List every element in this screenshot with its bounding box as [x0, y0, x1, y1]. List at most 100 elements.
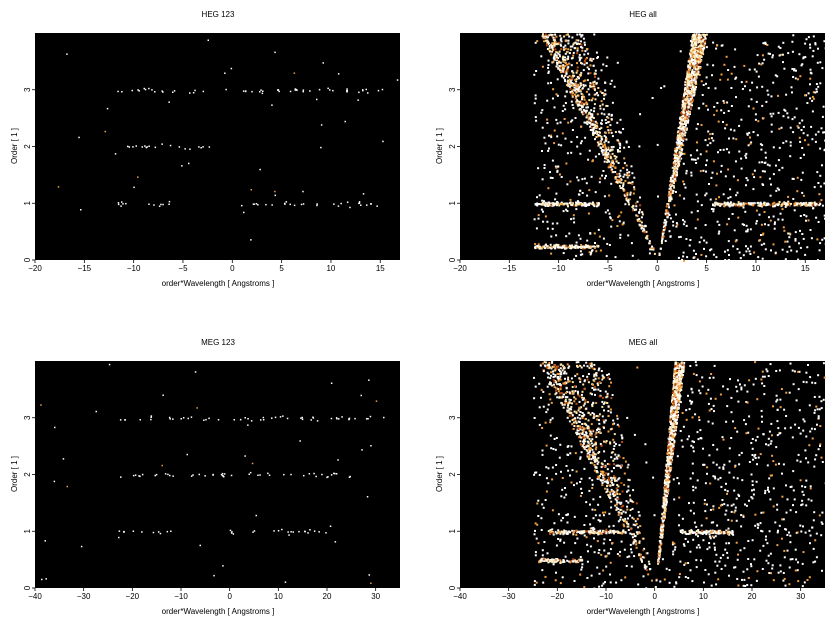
- data-pixel: [818, 408, 821, 411]
- data-pixel: [763, 242, 766, 245]
- data-pixel: [599, 473, 602, 476]
- data-pixel: [587, 212, 590, 215]
- data-pixel: [564, 59, 567, 61]
- data-pixel: [627, 485, 630, 488]
- data-pixel: [718, 466, 721, 469]
- data-pixel: [613, 85, 616, 88]
- data-pixel: [719, 204, 722, 207]
- data-pixel: [690, 529, 693, 532]
- data-pixel: [700, 38, 703, 41]
- data-pixel: [746, 390, 749, 393]
- data-pixel: [641, 556, 644, 559]
- data-pixel: [748, 203, 751, 206]
- data-pixel: [566, 210, 569, 212]
- data-pixel: [570, 140, 573, 143]
- data-pixel: [563, 202, 566, 205]
- data-pixel: [550, 235, 553, 238]
- data-pixel: [626, 416, 629, 419]
- data-pixel: [672, 478, 675, 481]
- data-pixel: [605, 149, 608, 152]
- data-pixel: [640, 216, 643, 219]
- data-pixel: [728, 542, 730, 545]
- data-pixel: [810, 201, 813, 204]
- data-pixel: [628, 173, 630, 176]
- data-pixel: [540, 557, 543, 560]
- data-pixel: [560, 495, 563, 498]
- data-pixel: [562, 406, 565, 409]
- data-pixel: [681, 412, 684, 414]
- data-pixel: [230, 474, 233, 477]
- data-pixel: [563, 541, 566, 544]
- data-pixel: [551, 42, 554, 45]
- data-pixel: [682, 108, 685, 111]
- data-pixel: [534, 116, 537, 118]
- data-pixel: [745, 245, 747, 248]
- data-pixel: [728, 151, 731, 154]
- data-pixel: [562, 76, 565, 79]
- data-pixel: [579, 100, 582, 103]
- data-pixel: [785, 528, 788, 531]
- data-pixel: [582, 69, 585, 72]
- data-pixel: [694, 61, 696, 64]
- data-pixel: [600, 135, 603, 138]
- data-pixel: [792, 383, 795, 386]
- data-pixel: [748, 415, 751, 418]
- data-pixel: [674, 546, 677, 549]
- data-pixel: [727, 69, 730, 71]
- data-pixel: [791, 91, 793, 94]
- data-pixel: [540, 388, 543, 391]
- data-pixel: [368, 574, 370, 576]
- data-pixel: [689, 97, 692, 100]
- data-pixel: [578, 59, 581, 62]
- data-pixel: [823, 237, 826, 240]
- data-pixel: [337, 459, 339, 461]
- data-pixel: [718, 560, 721, 563]
- data-pixel: [162, 203, 164, 206]
- data-pixel: [747, 105, 750, 108]
- data-pixel: [799, 524, 802, 527]
- data-pixel: [635, 543, 638, 546]
- data-pixel: [576, 200, 579, 203]
- data-pixel: [164, 473, 167, 475]
- data-pixel: [553, 438, 556, 440]
- data-pixel: [587, 550, 589, 553]
- data-pixel: [811, 437, 814, 440]
- data-pixel: [607, 116, 610, 119]
- data-pixel: [677, 164, 680, 167]
- data-pixel: [719, 476, 722, 479]
- data-pixel: [718, 223, 721, 226]
- data-pixel: [599, 495, 602, 498]
- data-pixel: [557, 52, 560, 55]
- data-pixel: [691, 104, 693, 107]
- data-pixel: [619, 150, 621, 153]
- data-pixel: [581, 62, 584, 65]
- data-pixel: [573, 86, 576, 89]
- data-pixel: [698, 46, 701, 49]
- data-pixel: [346, 89, 348, 92]
- data-pixel: [668, 200, 670, 202]
- data-pixel: [597, 135, 600, 138]
- data-pixel: [582, 404, 585, 407]
- data-pixel: [252, 531, 254, 533]
- data-pixel: [605, 565, 608, 568]
- data-pixel: [576, 33, 579, 36]
- data-pixel: [259, 91, 261, 93]
- x-tick-label: −20: [126, 592, 140, 601]
- data-pixel: [577, 203, 580, 206]
- data-pixel: [565, 33, 568, 36]
- data-pixel: [735, 138, 738, 141]
- data-pixel: [783, 577, 786, 580]
- data-pixel: [801, 63, 804, 66]
- data-pixel: [290, 531, 292, 533]
- data-pixel: [702, 53, 705, 56]
- data-pixel: [562, 252, 565, 255]
- data-pixel: [581, 417, 584, 419]
- data-pixel: [696, 51, 699, 54]
- data-pixel: [587, 373, 590, 375]
- data-pixel: [704, 139, 707, 142]
- data-pixel: [762, 544, 765, 547]
- x-tick-label: −5: [603, 264, 613, 273]
- data-pixel: [751, 447, 754, 450]
- data-pixel: [590, 527, 593, 530]
- data-pixel: [565, 162, 568, 165]
